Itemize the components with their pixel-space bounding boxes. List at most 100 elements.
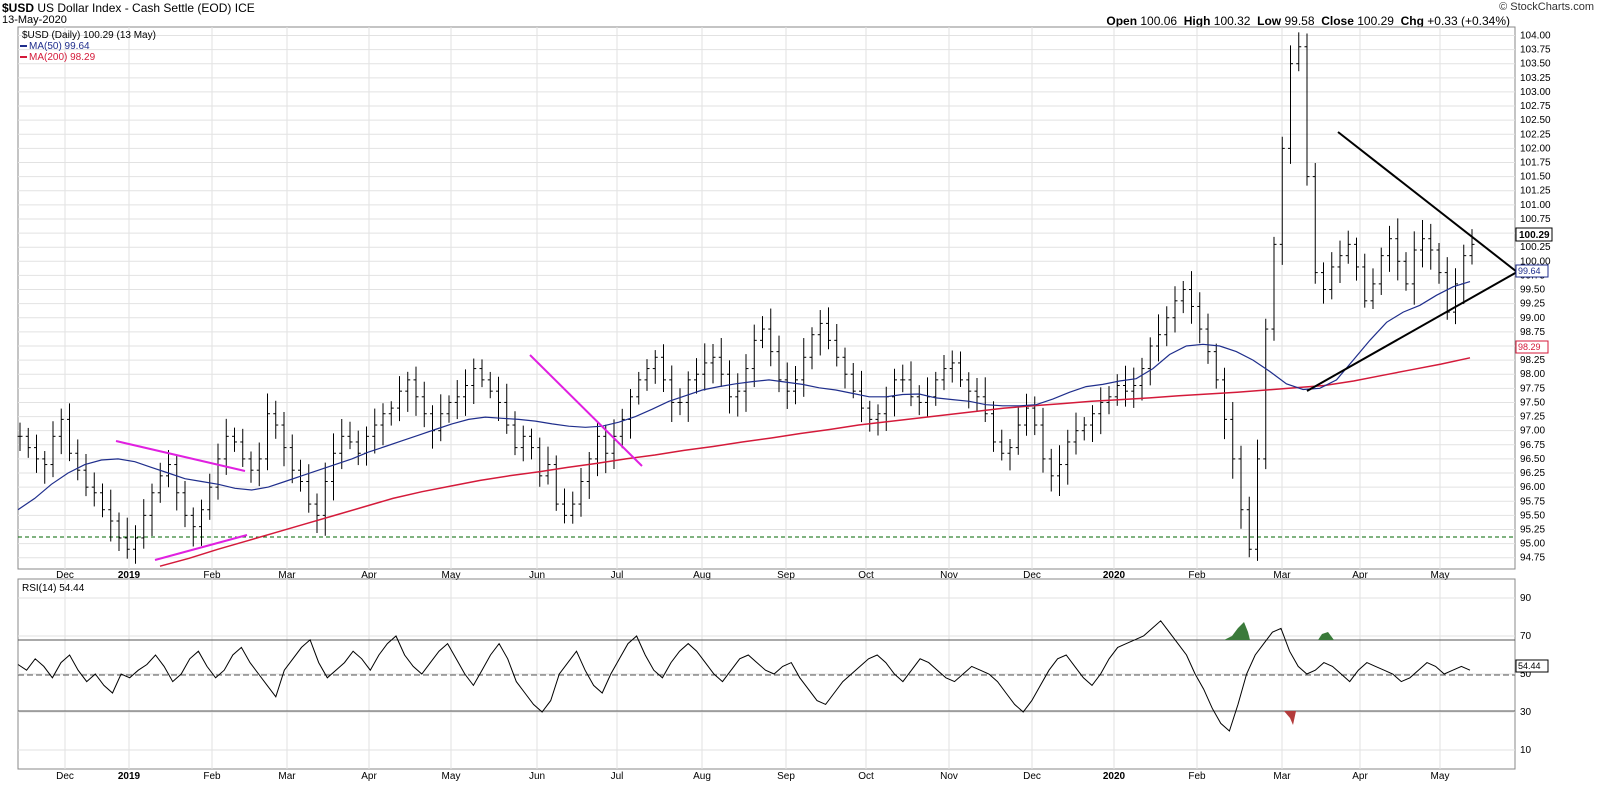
price-y-tick: 100.25 xyxy=(1520,242,1551,253)
price-axis-months: Dec 2019 Feb Mar Apr May Jun Jul Aug Sep Oct Nov Dec… xyxy=(56,570,1449,581)
price-bar xyxy=(826,307,831,350)
month-label: Aug xyxy=(693,570,711,581)
price-bar xyxy=(199,499,204,546)
price-bar xyxy=(1362,253,1368,308)
price-bar xyxy=(25,427,31,458)
price-y-tick: 97.25 xyxy=(1520,412,1545,423)
price-bar xyxy=(124,517,130,559)
price-bar xyxy=(908,361,914,407)
price-bar xyxy=(710,344,716,384)
price-bar xyxy=(809,327,815,370)
price-bar xyxy=(281,412,287,467)
price-bar xyxy=(289,434,295,484)
price-bar xyxy=(182,481,188,528)
price-bar xyxy=(817,310,823,356)
month-label: Jun xyxy=(529,771,545,782)
price-bar xyxy=(322,462,328,536)
price-y-tick: 97.75 xyxy=(1520,383,1545,394)
price-bar xyxy=(372,408,378,454)
price-bar xyxy=(1197,292,1203,344)
price-bar xyxy=(570,491,576,524)
rsi-y-tick: 30 xyxy=(1520,707,1532,718)
month-label: Mar xyxy=(1273,771,1291,782)
month-label: Dec xyxy=(56,570,74,581)
price-bar xyxy=(1403,252,1409,291)
price-bar xyxy=(850,362,856,399)
price-bar xyxy=(1222,367,1227,440)
price-bar xyxy=(496,376,501,421)
price-bar xyxy=(1164,306,1170,347)
price-bar xyxy=(149,483,155,537)
price-bar xyxy=(1230,401,1236,479)
price-bar xyxy=(1090,405,1095,443)
month-label: Jun xyxy=(529,570,545,581)
price-bar xyxy=(537,437,543,487)
month-label: Feb xyxy=(203,570,221,581)
month-label: Aug xyxy=(693,771,711,782)
trendline-flag-bottom xyxy=(154,534,248,561)
price-bar xyxy=(529,428,534,460)
price-bar xyxy=(1057,445,1062,496)
price-bar xyxy=(933,371,939,406)
price-bar xyxy=(240,428,246,467)
price-y-tick: 96.25 xyxy=(1520,468,1545,479)
price-bar xyxy=(248,451,254,483)
price-y-tick: 95.50 xyxy=(1520,510,1545,521)
price-y-tick: 100.75 xyxy=(1520,214,1551,225)
price-y-tick: 101.50 xyxy=(1520,172,1551,183)
trendline-flag-top xyxy=(115,440,246,472)
ma200-value-tag-text: 98.29 xyxy=(1518,342,1541,352)
price-bar xyxy=(578,467,584,517)
rsi-grid xyxy=(18,579,1515,769)
price-y-tick: 101.25 xyxy=(1520,186,1551,197)
price-bar xyxy=(801,338,807,397)
price-bar xyxy=(166,450,171,488)
price-bar xyxy=(58,408,64,455)
price-bar xyxy=(562,488,567,524)
price-y-tick: 102.25 xyxy=(1520,129,1551,140)
month-label: Mar xyxy=(278,771,296,782)
price-bar xyxy=(1296,32,1302,72)
price-bar xyxy=(1040,407,1046,473)
price-bar xyxy=(1395,218,1401,281)
month-label: Dec xyxy=(56,771,74,782)
price-y-tick: 103.00 xyxy=(1520,87,1551,98)
month-label: Jul xyxy=(611,570,624,581)
price-bar xyxy=(1015,406,1021,455)
price-bar xyxy=(661,344,666,392)
price-bar xyxy=(1048,448,1054,492)
month-label: May xyxy=(1431,771,1450,782)
price-bar xyxy=(75,439,81,481)
price-bar xyxy=(223,418,229,475)
price-bar xyxy=(1387,225,1392,272)
month-label: Oct xyxy=(858,771,874,782)
price-bar xyxy=(487,371,493,399)
price-bar xyxy=(91,472,97,507)
price-bar xyxy=(784,362,790,409)
brand-watermark: © StockCharts.com xyxy=(1499,1,1594,13)
price-bar xyxy=(982,377,988,422)
price-bar xyxy=(454,380,460,420)
price-y-tick: 101.00 xyxy=(1520,200,1551,211)
price-bar xyxy=(1288,45,1293,164)
rsi-y-tick: 90 xyxy=(1520,593,1532,604)
price-bar xyxy=(1114,374,1120,406)
month-label: 2019 xyxy=(118,570,141,581)
price-bar xyxy=(1156,314,1161,362)
price-bar xyxy=(1189,271,1194,324)
triangle-pattern xyxy=(1306,131,1518,392)
price-y-tick: 94.75 xyxy=(1520,553,1545,564)
price-bar xyxy=(157,462,163,503)
magenta-trendlines xyxy=(115,354,643,561)
price-y-tick: 96.50 xyxy=(1520,454,1545,465)
price-bar xyxy=(1420,219,1425,268)
price-bar xyxy=(1354,237,1359,281)
price-bar xyxy=(50,421,56,478)
price-y-tick: 101.75 xyxy=(1520,158,1551,169)
price-bar xyxy=(636,371,642,405)
price-bar xyxy=(141,499,147,549)
price-bar xyxy=(1263,318,1269,470)
price-bar xyxy=(677,388,683,416)
month-label: Nov xyxy=(940,570,958,581)
